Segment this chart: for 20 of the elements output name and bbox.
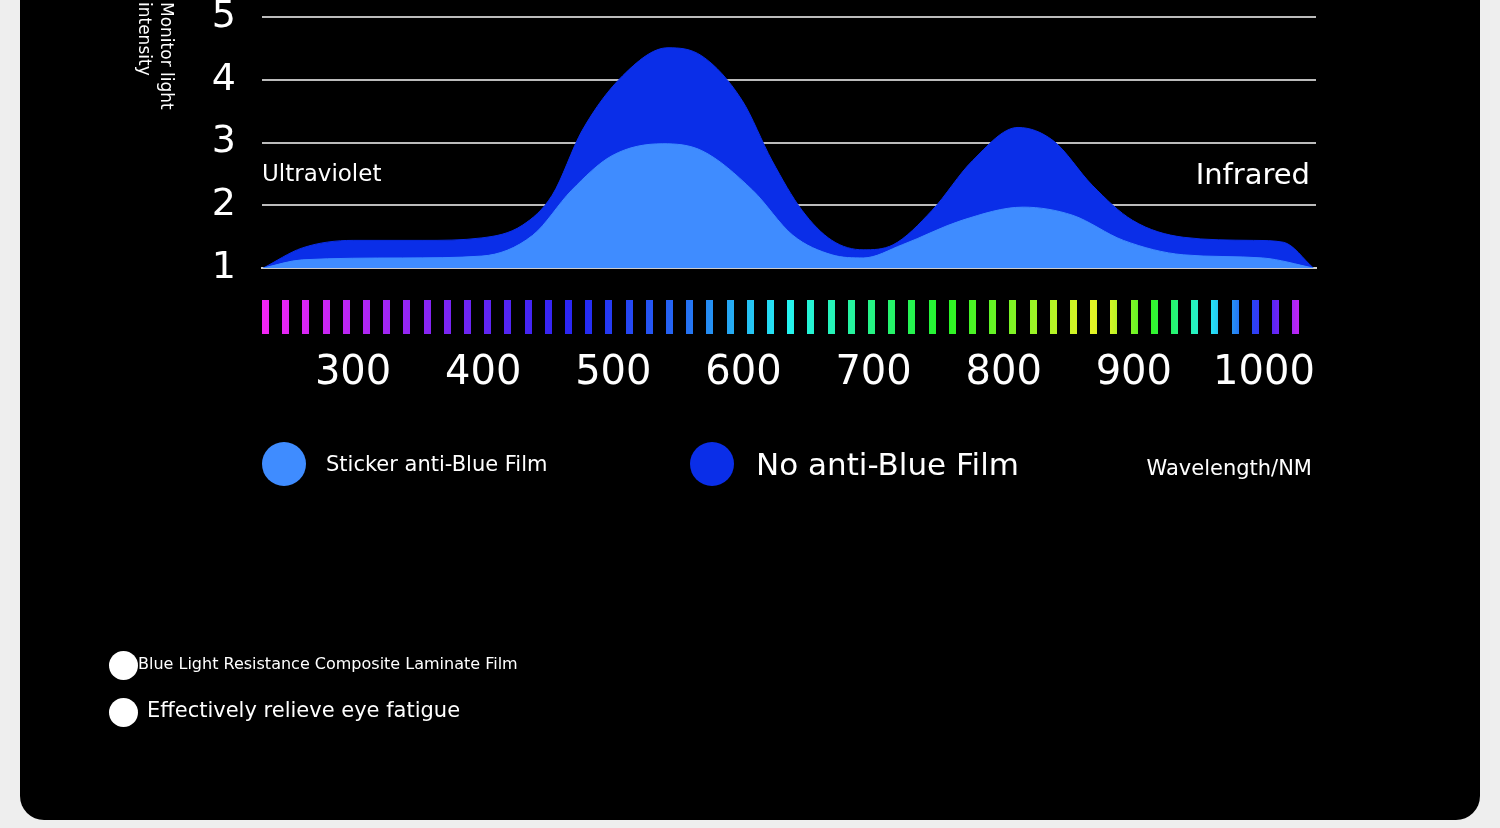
annotation: Infrared [1195,157,1310,191]
y-tick-label: 2 [211,180,236,225]
legend-label: No anti-Blue Film [756,446,1019,482]
x-tick-label: 300 [314,347,392,394]
y-tick-label: 4 [211,54,236,99]
x-tick-label: 1000 [1213,347,1315,394]
text: Effectively relieve eye fatigue [147,698,461,722]
y-axis-title: Monitor light intensity [134,2,178,112]
x-tick-label: 400 [445,347,522,394]
x-tick-label: 900 [1095,347,1173,394]
x-tick-label: 700 [835,347,912,394]
y-tick-label: 1 [211,242,236,287]
x-axis-title: Wavelength/NM [1146,456,1312,480]
y-tick-label: 3 [211,117,236,162]
x-tick-label: 600 [705,347,782,394]
x-tick-label: 800 [965,347,1042,394]
text: Blue Light Resistance Composite Laminate Film [138,654,518,673]
legend-label: Sticker anti-Blue Film [326,452,548,476]
x-tick-label: 500 [575,347,652,394]
annotation: Ultraviolet [262,160,382,186]
